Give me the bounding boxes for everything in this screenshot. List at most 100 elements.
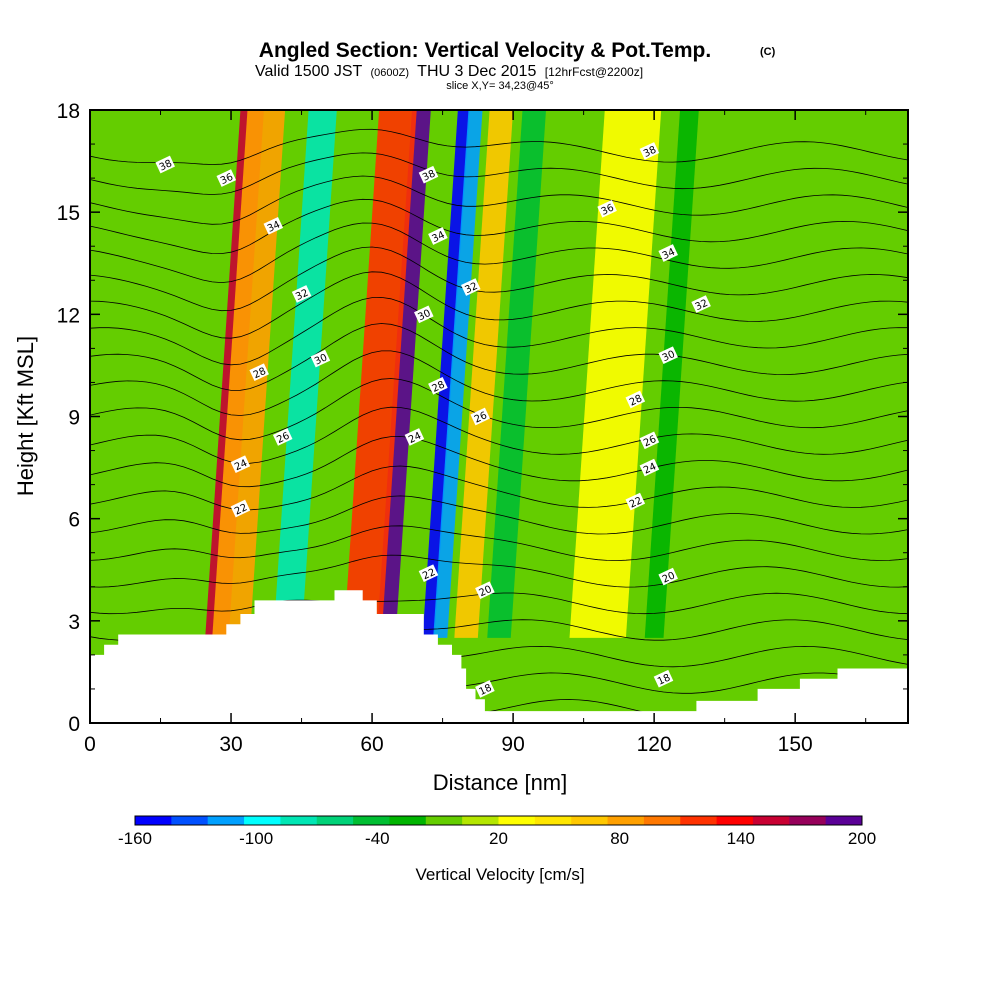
forecast-date: THU 3 Dec 2015 bbox=[417, 63, 536, 80]
contour-label-text: 38 bbox=[642, 145, 658, 160]
colorbar-swatch bbox=[171, 816, 209, 825]
contour-label-text: 18 bbox=[656, 672, 672, 687]
colorbar-label: -100 bbox=[239, 829, 273, 848]
x-tick-label: 150 bbox=[778, 733, 813, 756]
x-tick-label: 60 bbox=[360, 733, 383, 756]
contour-label-text: 36 bbox=[219, 172, 235, 187]
contour-label-bg bbox=[230, 455, 251, 474]
colorbar-label: 140 bbox=[727, 829, 755, 848]
valid-time: Valid 1500 JST bbox=[255, 63, 363, 80]
colorbar-label: -160 bbox=[118, 829, 152, 848]
contour-label-text: 26 bbox=[473, 410, 489, 425]
contour-label: 26 bbox=[272, 428, 293, 446]
contour-label: 38 bbox=[418, 165, 439, 184]
velocity-band bbox=[343, 110, 417, 638]
contour-label-bg bbox=[639, 458, 660, 477]
contour-label-text: 38 bbox=[158, 158, 174, 173]
x-tick-label: 120 bbox=[637, 733, 672, 756]
contour-label-text: 24 bbox=[642, 461, 658, 476]
contour-label: 32 bbox=[691, 295, 711, 313]
colorbar-swatch bbox=[316, 816, 354, 825]
contour-label-bg bbox=[475, 680, 495, 698]
contour-label: 18 bbox=[475, 680, 495, 698]
contour-label-bg bbox=[272, 428, 293, 446]
contour-label-bg bbox=[418, 165, 439, 184]
contour-label: 34 bbox=[263, 216, 284, 235]
theta-contour bbox=[90, 465, 908, 511]
contour-label-bg bbox=[249, 363, 269, 382]
colorbar-swatch bbox=[607, 816, 645, 825]
contour-label: 22 bbox=[230, 499, 251, 518]
terrain-mask bbox=[90, 590, 908, 723]
theta-contour bbox=[90, 222, 908, 284]
contour-label-text: 28 bbox=[628, 393, 644, 408]
colorbar-swatch bbox=[280, 816, 318, 825]
contour-label: 32 bbox=[461, 278, 481, 296]
contour-label-text: 34 bbox=[661, 247, 677, 262]
contour-label-text: 22 bbox=[421, 567, 437, 582]
y-tick-label: 3 bbox=[68, 611, 80, 634]
contour-label-bg bbox=[291, 285, 312, 303]
colorbar-labels: -160 -100 -40 20 80 140 200 bbox=[118, 829, 876, 848]
contour-label-text: 24 bbox=[407, 431, 423, 446]
contour-label-bg bbox=[310, 349, 331, 368]
theta-contour bbox=[90, 296, 908, 366]
velocity-band bbox=[376, 110, 431, 638]
contour-label: 22 bbox=[625, 492, 646, 511]
y-tick-label: 15 bbox=[57, 202, 80, 225]
contour-label: 26 bbox=[639, 431, 660, 449]
colorbar-swatch bbox=[389, 816, 427, 825]
colorbar-label: 80 bbox=[610, 829, 629, 848]
contour-label-bg bbox=[230, 499, 251, 518]
theta-contour bbox=[90, 152, 908, 195]
contour-label: 30 bbox=[658, 346, 678, 364]
contour-label-text: 32 bbox=[294, 288, 310, 303]
velocity-band bbox=[569, 110, 662, 638]
x-tick-label: 90 bbox=[501, 733, 524, 756]
colorbar-swatch bbox=[498, 816, 536, 825]
contour-label-bg bbox=[639, 142, 660, 160]
x-tick-label: 30 bbox=[219, 733, 242, 756]
contour-label: 20 bbox=[475, 581, 495, 600]
y-tick-label: 0 bbox=[68, 713, 80, 736]
contour-label-bg bbox=[691, 295, 711, 313]
slice-info: slice X,Y= 34,23@45° bbox=[446, 80, 554, 92]
forecast-init: [12hrFcst@2200z] bbox=[545, 65, 643, 79]
contour-label-text: 30 bbox=[313, 352, 329, 367]
velocity-band bbox=[433, 110, 483, 638]
contour-label-text: 30 bbox=[416, 308, 432, 323]
theta-contour bbox=[90, 198, 908, 255]
contour-label-text: 22 bbox=[628, 495, 644, 510]
contour-label-text: 20 bbox=[661, 570, 677, 585]
theta-contour bbox=[90, 592, 908, 615]
contour-label: 24 bbox=[404, 428, 425, 446]
colorbar-label: -40 bbox=[365, 829, 390, 848]
contour-label-bg bbox=[263, 216, 284, 235]
contour-label-bg bbox=[470, 407, 490, 426]
colorbar-label: 20 bbox=[489, 829, 508, 848]
colorbar-swatch bbox=[353, 816, 390, 825]
theta-contour bbox=[90, 323, 908, 391]
contour-label-bg bbox=[658, 567, 678, 586]
contour-label-text: 34 bbox=[266, 219, 282, 234]
contour-label-text: 24 bbox=[233, 458, 249, 473]
contour-label: 36 bbox=[216, 169, 237, 187]
contour-label: 36 bbox=[597, 199, 617, 218]
contour-label-bg bbox=[653, 669, 674, 688]
theta-contour bbox=[90, 495, 908, 535]
velocity-band bbox=[644, 110, 699, 638]
theta-contour bbox=[90, 175, 908, 225]
theta-contour bbox=[90, 378, 908, 441]
colorbar-swatch bbox=[534, 816, 572, 825]
contour-label-bg bbox=[428, 227, 448, 245]
velocity-band bbox=[422, 110, 470, 638]
contour-label-bg bbox=[658, 244, 678, 262]
y-tick-label: 18 bbox=[57, 100, 80, 123]
contour-label: 38 bbox=[155, 155, 175, 174]
colorbar-swatch bbox=[680, 816, 718, 825]
contour-label-bg bbox=[625, 390, 646, 409]
contour-label-bg bbox=[475, 581, 495, 600]
theta-contour bbox=[90, 435, 908, 488]
